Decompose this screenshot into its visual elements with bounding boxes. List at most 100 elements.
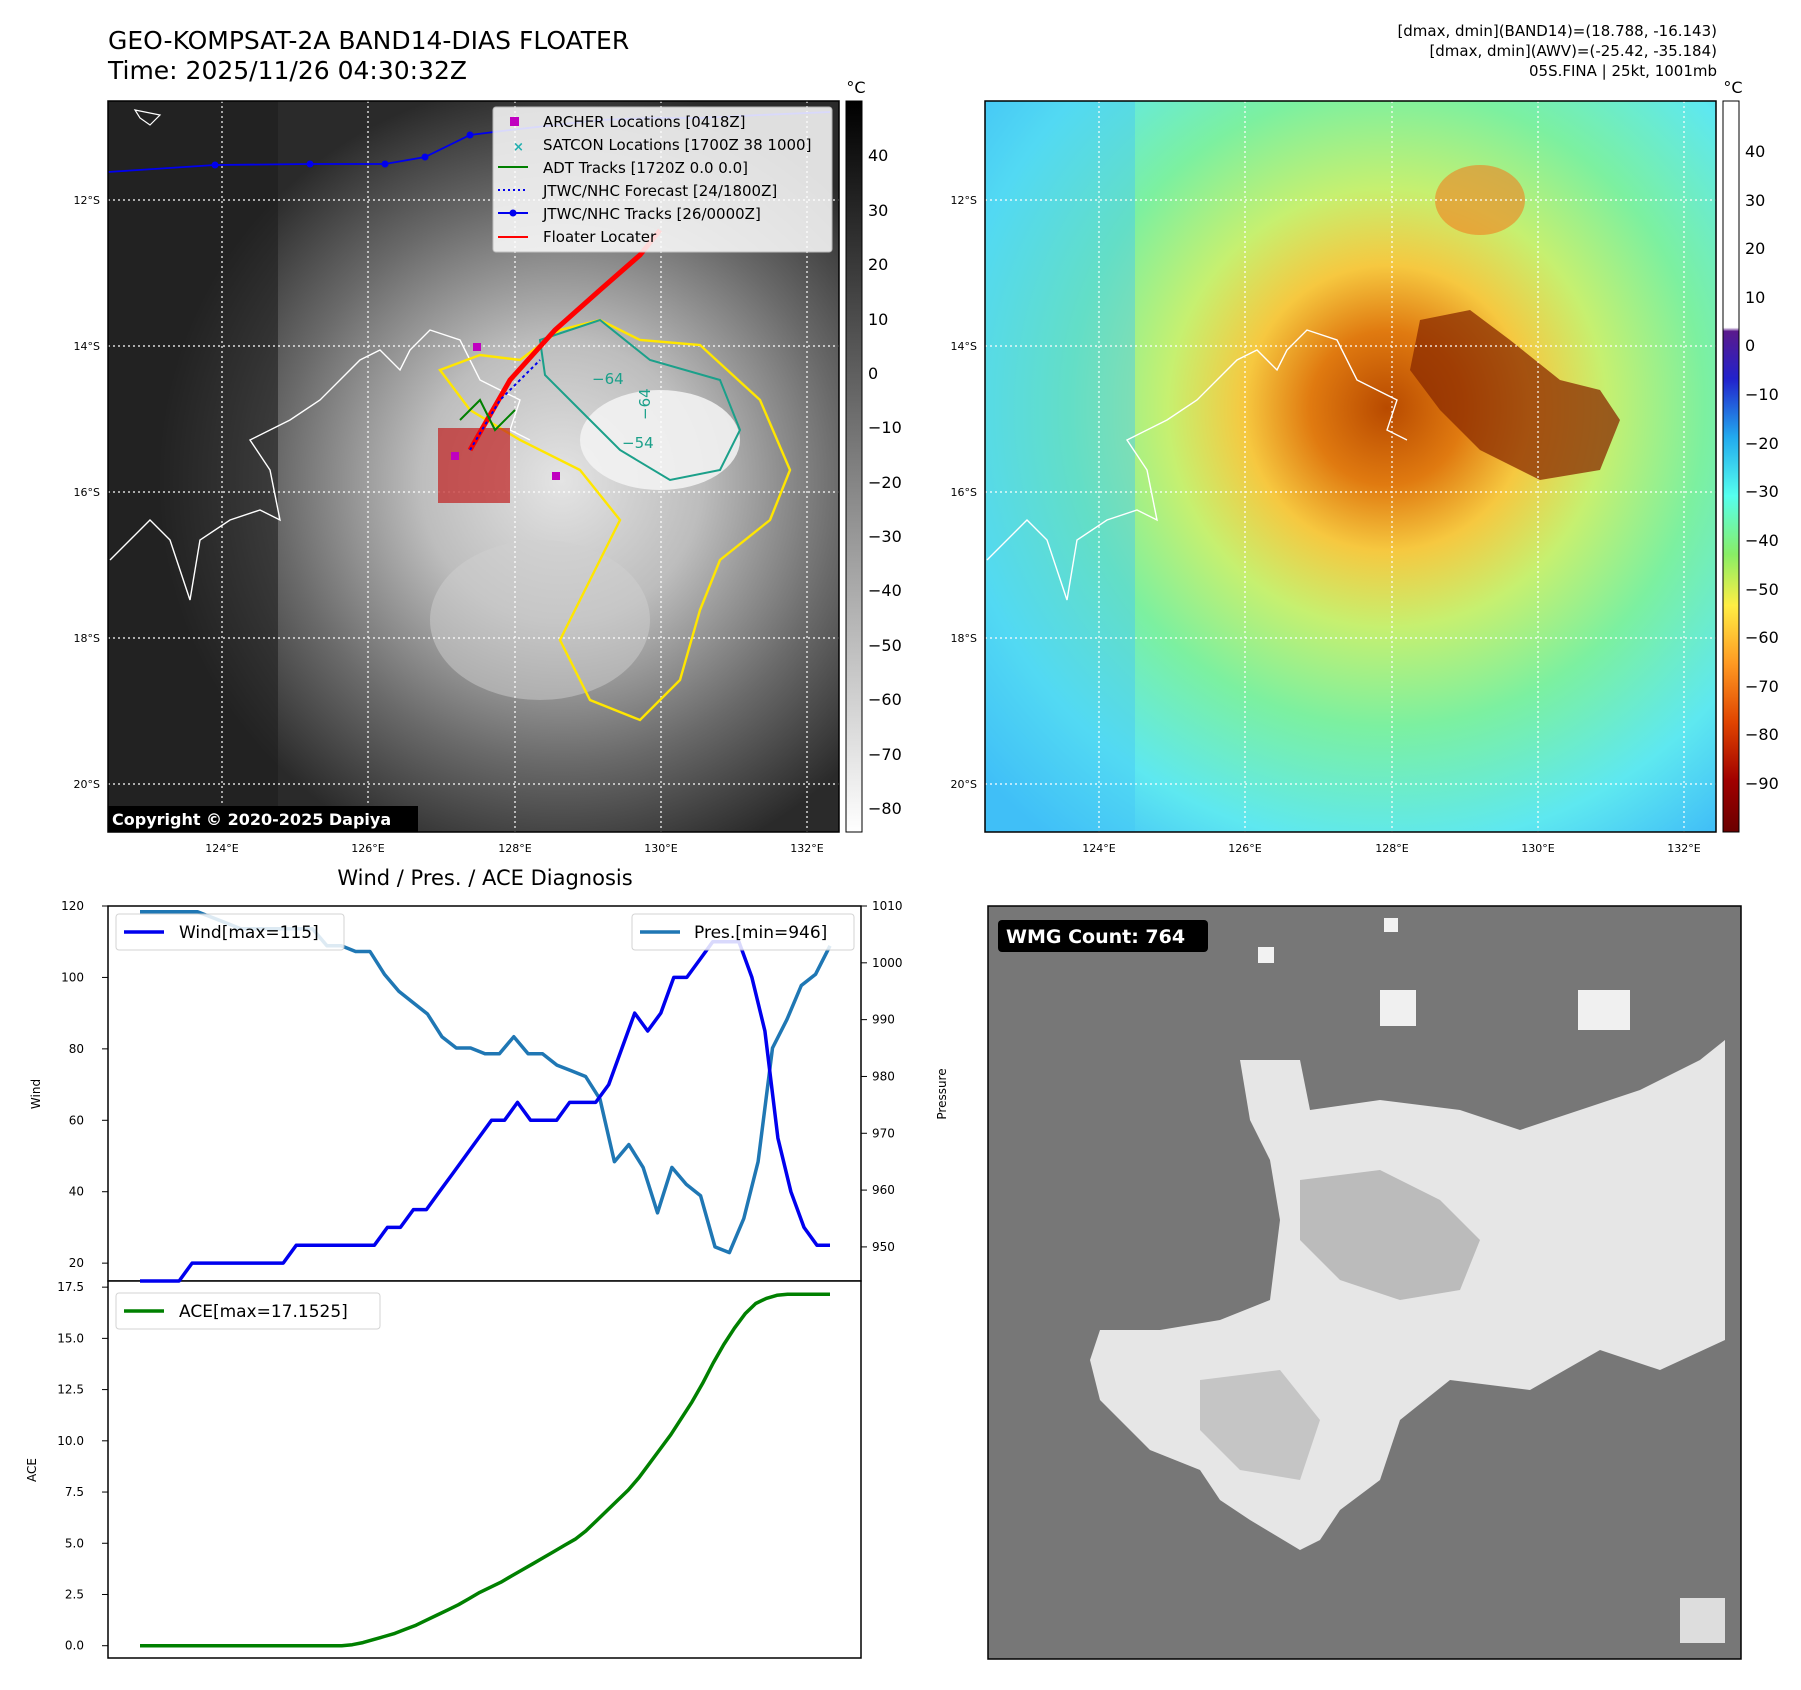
pressure-tick-label: 990	[872, 1013, 895, 1027]
ace-tick-label: 15.0	[57, 1331, 84, 1345]
wind-tick-label: 60	[69, 1113, 84, 1127]
colorbar-tick: −10	[868, 418, 902, 437]
ir-map-frame	[107, 100, 840, 833]
coastline	[109, 329, 531, 601]
copyright-bg	[108, 806, 418, 832]
colorbar-tick: −80	[868, 799, 902, 818]
wind-tick-label: 120	[61, 899, 84, 913]
awv-map-frame	[984, 100, 1717, 833]
ace-y-ticks: 0.0 2.5 5.0 7.5 10.0 12.5 15.0 17.5	[57, 1280, 108, 1653]
wind-tick-label: 40	[69, 1185, 84, 1199]
legend-archer: ARCHER Locations [0418Z]	[543, 113, 746, 131]
ir-colorbar-ticks: 40 30 20 10 0 −10 −20 −30 −40 −50 −60 −7…	[868, 146, 902, 818]
awv-colorbar-ticks: 40 30 20 10 0 −10 −20 −30 −40 −50 −60 −7…	[1745, 142, 1779, 793]
lat-label: 12°S	[74, 194, 100, 207]
ir-legend: × ARCHER Locations [0418Z] SATCON Locati…	[492, 106, 833, 253]
colorbar-tick: 20	[1745, 239, 1765, 258]
wind-legend-label: Wind[max=115]	[179, 923, 319, 943]
legend-floater: Floater Locater	[543, 228, 657, 246]
colorbar-tick: −20	[1745, 434, 1779, 453]
ace-tick-label: 17.5	[57, 1280, 84, 1294]
satcon-marker-icon: ×	[513, 140, 524, 155]
awv-grid	[985, 101, 1716, 832]
ace-legend: ACE[max=17.1525]	[115, 1292, 381, 1330]
coastline	[986, 329, 1408, 601]
wind-tick-label: 80	[69, 1042, 84, 1056]
ace-axis-label: ACE	[25, 1458, 39, 1482]
contour-label: −64	[592, 370, 624, 388]
colorbar-tick: 0	[868, 364, 878, 383]
pressure-y-ticks: 950 960 970 980 990 1000 1010	[861, 899, 903, 1254]
wind-axis-label: Wind	[29, 1079, 43, 1109]
wmg-count-label: WMG Count: 764	[1006, 926, 1185, 948]
wmg-bright-region	[1090, 918, 1725, 1643]
lon-label: 124°E	[205, 842, 238, 855]
contour-label: −54	[622, 434, 654, 452]
time-label: Time: 2025/11/26 04:30:32Z	[108, 56, 467, 85]
ir-map-panel: Copyright © 2020-2025 Dapiya −64 −54 −64…	[74, 78, 902, 855]
pressure-tick-label: 1000	[872, 956, 903, 970]
colorbar-tick: 30	[868, 201, 888, 220]
colorbar-tick: 10	[868, 310, 888, 329]
wmg-panel: WMG Count: 764	[987, 905, 1742, 1660]
pressure-tick-label: 980	[872, 1069, 895, 1083]
wind-tick-label: 100	[61, 970, 84, 984]
colorbar-tick: −30	[1745, 482, 1779, 501]
colorbar-tick: 40	[868, 146, 888, 165]
ir-lon-labels: 124°E 126°E 128°E 130°E 132°E	[205, 842, 823, 855]
wmg-frame	[987, 905, 1742, 1660]
colorbar-tick: 30	[1745, 191, 1765, 210]
colorbar-tick: −90	[1745, 774, 1779, 793]
pressure-legend: Pres.[min=946]	[631, 913, 855, 951]
ace-tick-label: 0.0	[65, 1639, 84, 1653]
pressure-tick-label: 950	[872, 1240, 895, 1254]
yellow-contour	[438, 318, 792, 722]
lat-label: 12°S	[951, 194, 977, 207]
colorbar-tick: −40	[868, 581, 902, 600]
colorbar-tick: −50	[868, 636, 902, 655]
pressure-tick-label: 960	[872, 1183, 895, 1197]
wind-y-ticks: 20 40 60 80 100 120	[61, 899, 108, 1270]
lon-label: 132°E	[790, 842, 823, 855]
lon-label: 124°E	[1082, 842, 1115, 855]
lat-label: 16°S	[951, 486, 977, 499]
wind-legend: Wind[max=115]	[115, 913, 345, 951]
lat-label: 18°S	[74, 632, 100, 645]
lat-label: 20°S	[951, 778, 977, 791]
colorbar-tick: −50	[1745, 580, 1779, 599]
ace-legend-label: ACE[max=17.1525]	[179, 1302, 348, 1322]
ir-colorbar-unit: °C	[846, 78, 865, 97]
awv-map-panel: 12°S 14°S 16°S 18°S 20°S 124°E 126°E 128…	[951, 78, 1779, 855]
legend-satcon: SATCON Locations [1700Z 38 1000]	[543, 136, 811, 154]
ir-lat-labels: 12°S 14°S 16°S 18°S 20°S	[74, 194, 100, 791]
colorbar-tick: −20	[868, 473, 902, 492]
colorbar-tick: 10	[1745, 288, 1765, 307]
ace-tick-label: 10.0	[57, 1434, 84, 1448]
lat-label: 14°S	[951, 340, 977, 353]
awv-colorbar	[1722, 100, 1740, 833]
pressure-axis-label: Pressure	[935, 1068, 949, 1119]
colorbar-tick: −60	[868, 690, 902, 709]
lat-label: 18°S	[951, 632, 977, 645]
teal-contour	[538, 318, 742, 482]
lon-label: 126°E	[1228, 842, 1261, 855]
colorbar-tick: −10	[1745, 385, 1779, 404]
copyright-label: Copyright © 2020-2025 Dapiya	[112, 810, 391, 829]
lon-label: 128°E	[498, 842, 531, 855]
awv-lat-labels: 12°S 14°S 16°S 18°S 20°S	[951, 194, 977, 791]
lon-label: 128°E	[1375, 842, 1408, 855]
legend-adt: ADT Tracks [1720Z 0.0 0.0]	[543, 159, 748, 177]
colorbar-tick: −70	[868, 745, 902, 764]
cloud-core	[580, 390, 740, 490]
diagnosis-panel: Wind / Pres. / ACE Diagnosis Wind Pressu…	[25, 866, 949, 1659]
ace-tick-label: 12.5	[57, 1383, 84, 1397]
diagnosis-title: Wind / Pres. / ACE Diagnosis	[337, 866, 632, 890]
contour-label: −64	[636, 388, 654, 420]
wind-tick-label: 20	[69, 1256, 84, 1270]
lon-label: 132°E	[1667, 842, 1700, 855]
ace-axes	[107, 1280, 862, 1659]
archer-marker-icon	[510, 117, 519, 126]
pressure-tick-label: 970	[872, 1126, 895, 1140]
legend-jtwc-forecast: JTWC/NHC Forecast [24/1800Z]	[542, 182, 777, 200]
